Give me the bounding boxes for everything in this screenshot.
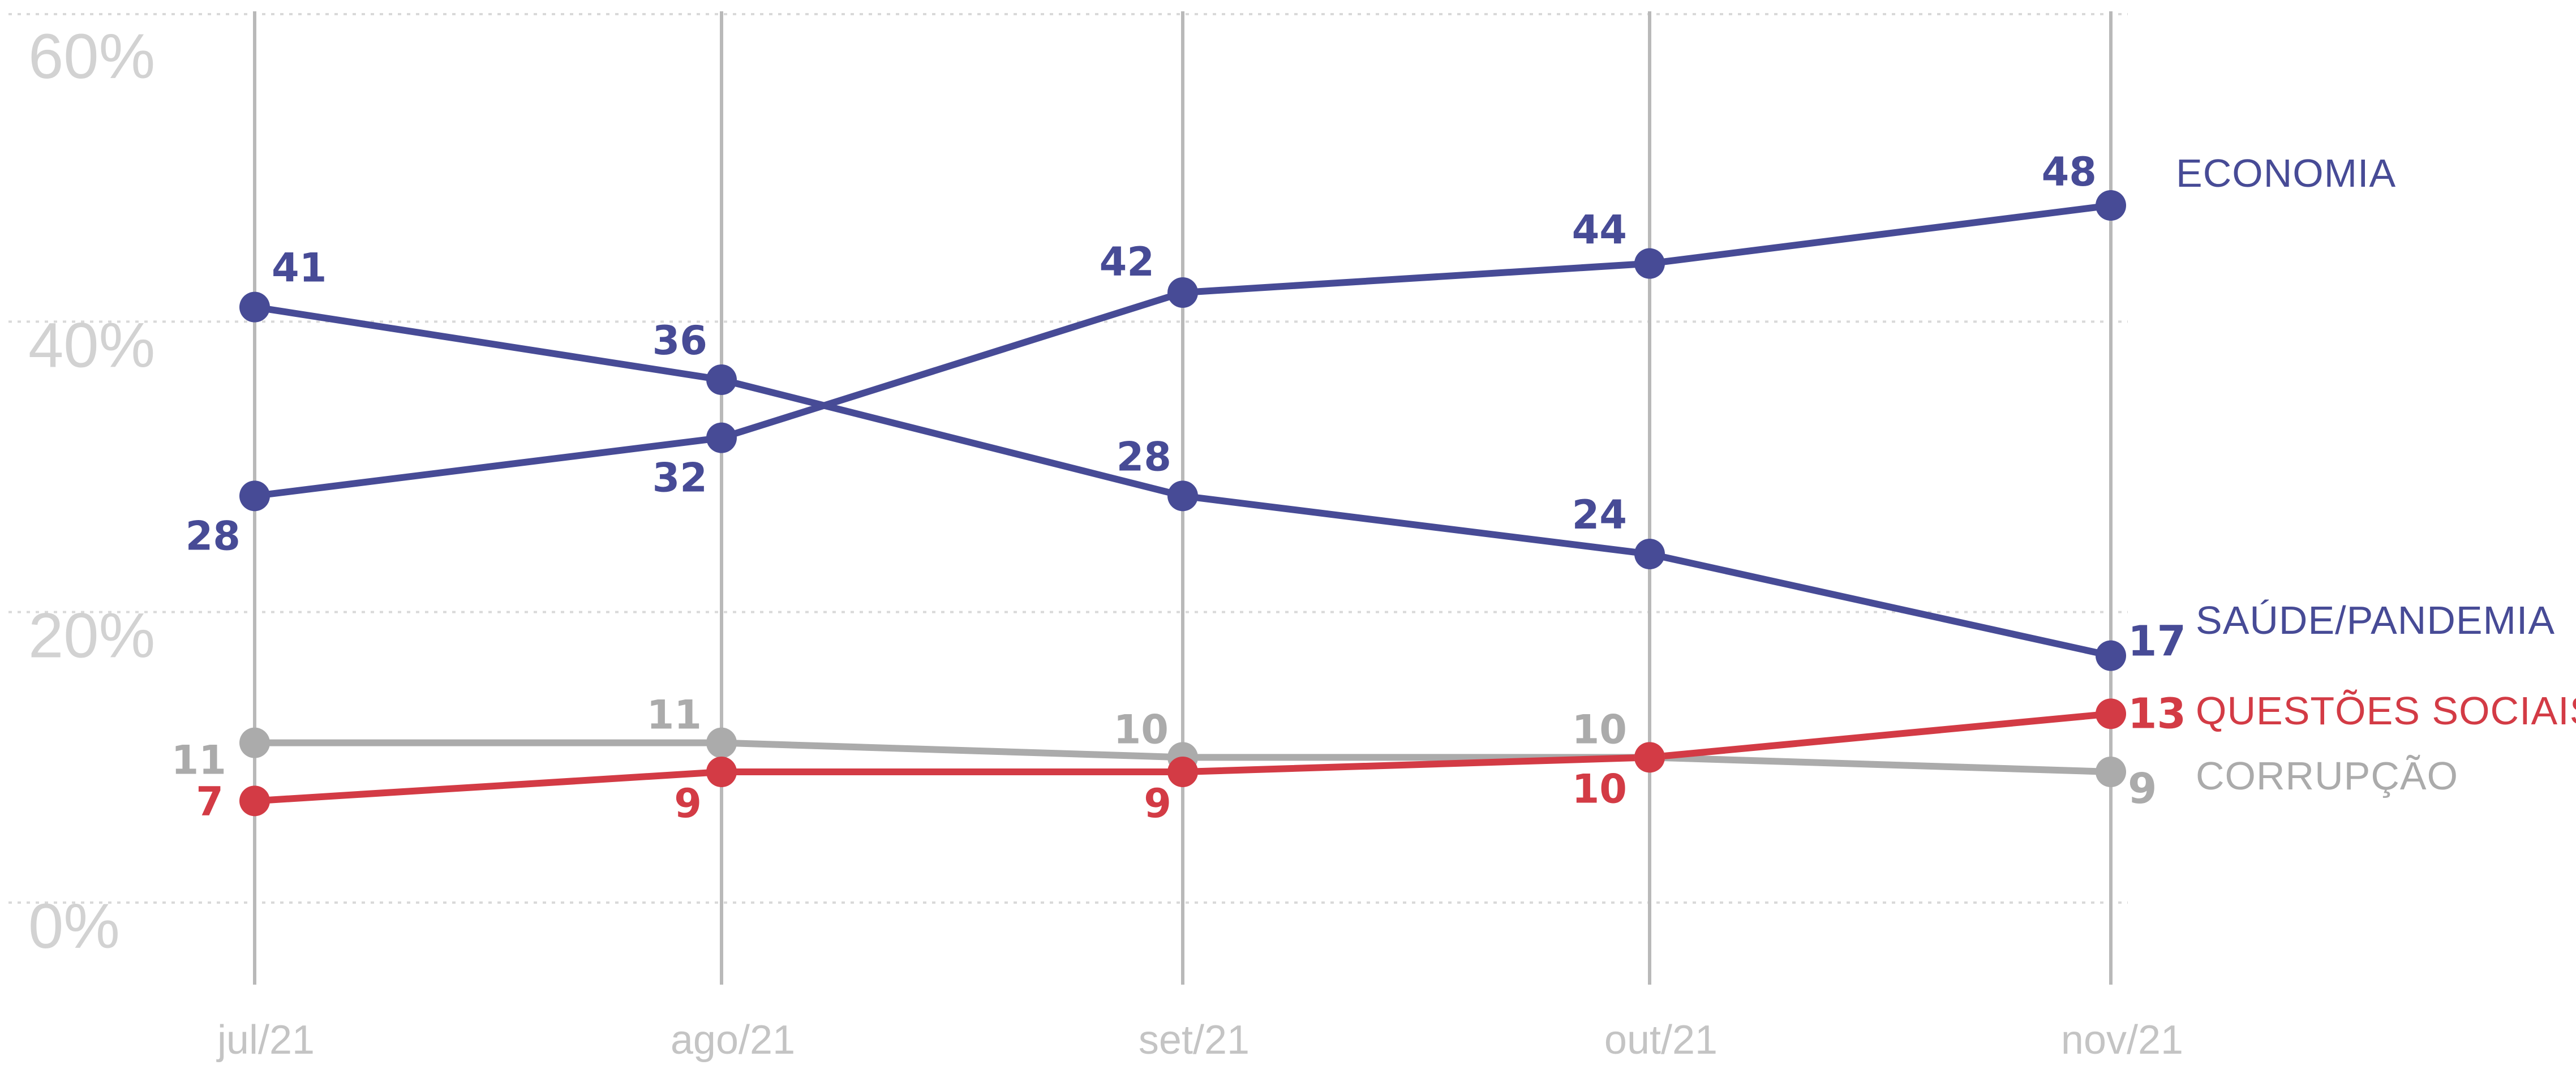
- data-label: 11: [647, 692, 702, 738]
- data-point: [1634, 248, 1665, 279]
- series-name-label: SAÚDE/PANDEMIA: [2196, 598, 2555, 642]
- x-tick-label: jul/21: [216, 1017, 315, 1063]
- data-label: 24: [1572, 492, 1627, 538]
- data-point: [2096, 640, 2126, 671]
- data-label: 13: [2128, 689, 2186, 738]
- data-label: 9: [1144, 780, 1171, 827]
- data-label: 32: [652, 455, 707, 501]
- x-tick-label: nov/21: [2061, 1017, 2183, 1063]
- data-point: [1167, 277, 1198, 308]
- x-tick-label: ago/21: [671, 1017, 795, 1063]
- data-label: 28: [1117, 433, 1171, 480]
- data-label: 7: [196, 778, 224, 824]
- data-point: [2096, 190, 2126, 221]
- data-label: 41: [272, 245, 327, 291]
- data-point: [706, 757, 737, 787]
- data-label: 48: [2042, 149, 2097, 195]
- data-labels: 28 32 42 44 48 41 36 28 24 17 7 9 9 10 13 11 11 10 10 9: [171, 149, 2186, 827]
- data-point: [706, 422, 737, 453]
- data-point: [2096, 757, 2126, 787]
- data-label: 9: [674, 780, 702, 827]
- data-label: 44: [1572, 207, 1627, 254]
- y-tick-label: 0%: [28, 891, 120, 961]
- data-point: [239, 480, 270, 512]
- data-label: 10: [1114, 706, 1169, 753]
- data-point: [239, 785, 270, 817]
- y-tick-label: 20%: [28, 600, 155, 671]
- data-point: [706, 727, 737, 758]
- data-point: [1634, 742, 1665, 773]
- series-name-labels: ECONOMIA SAÚDE/PANDEMIA QUESTÕES SOCIAIS CO…: [2176, 151, 2576, 798]
- data-point: [706, 364, 737, 395]
- data-label: 9: [2128, 765, 2157, 813]
- x-tick-label: set/21: [1139, 1017, 1250, 1063]
- data-label: 10: [1572, 706, 1627, 753]
- data-point: [2096, 698, 2126, 729]
- y-axis: 0% 20% 40% 60%: [28, 21, 155, 961]
- data-point: [1167, 757, 1198, 787]
- x-axis: jul/21 ago/21 set/21 out/21 nov/21: [216, 1017, 2183, 1063]
- data-label: 42: [1100, 239, 1154, 285]
- data-point: [1167, 480, 1198, 512]
- series-points: [239, 190, 2126, 817]
- series-name-label: QUESTÕES SOCIAIS: [2196, 689, 2576, 733]
- x-tick-label: out/21: [1604, 1017, 1718, 1063]
- data-point: [239, 727, 270, 758]
- data-label: 28: [186, 513, 241, 559]
- y-tick-label: 60%: [28, 21, 155, 92]
- data-label: 11: [171, 737, 226, 784]
- data-point: [239, 291, 270, 323]
- y-tick-label: 40%: [28, 310, 155, 380]
- data-point: [1634, 539, 1665, 569]
- data-label: 17: [2128, 617, 2186, 666]
- series-name-label: CORRUPÇÃO: [2196, 754, 2458, 798]
- data-label: 36: [652, 317, 707, 364]
- series-name-label: ECONOMIA: [2176, 151, 2396, 195]
- data-label: 10: [1572, 766, 1627, 812]
